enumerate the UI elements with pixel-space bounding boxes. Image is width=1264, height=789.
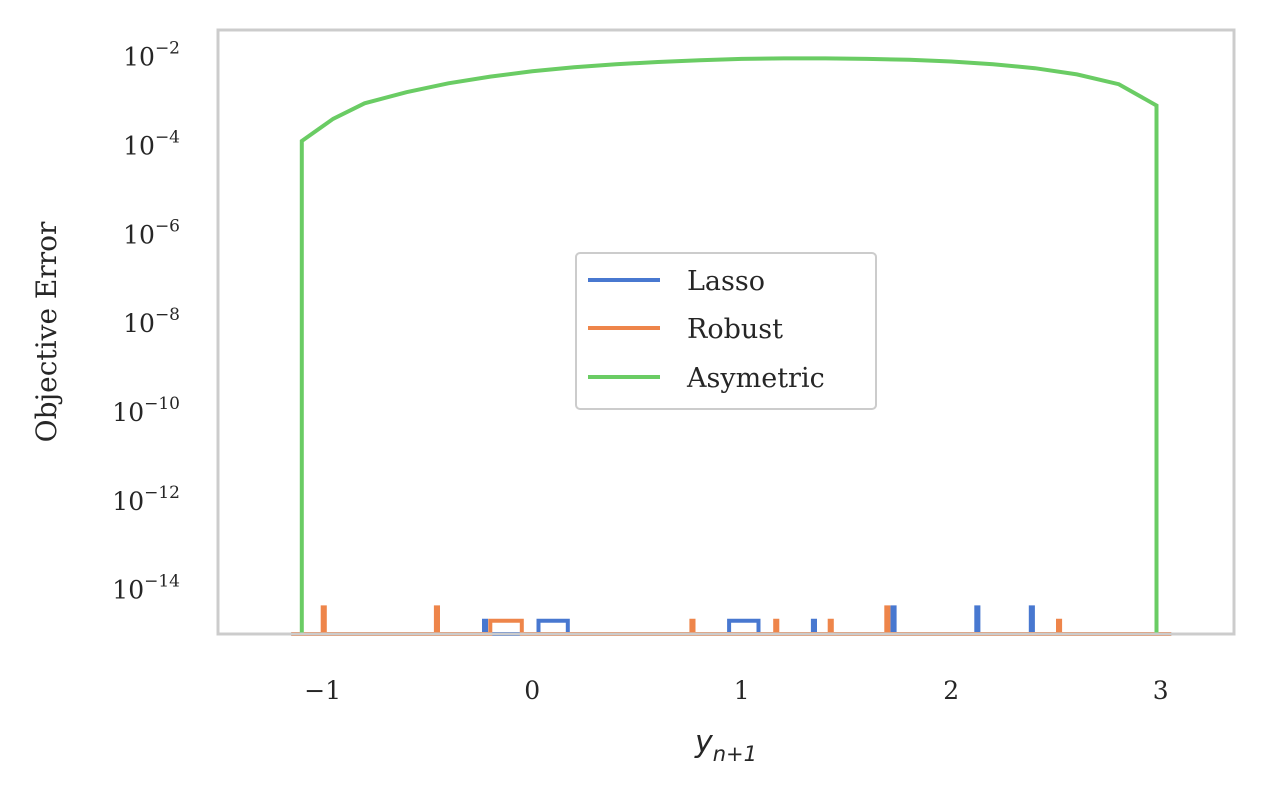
x-tick-labels: −1 0 1 2 3 <box>304 676 1168 705</box>
x-tick-label: 2 <box>943 676 959 705</box>
x-axis-label-sub: n+1 <box>713 742 757 766</box>
legend-label-lasso: Lasso <box>687 266 765 297</box>
plot-frame <box>216 28 1236 636</box>
y-tick-label: 10−10 <box>112 394 180 427</box>
series-line-asymetric <box>299 56 1159 634</box>
legend-label-robust: Robust <box>687 314 783 345</box>
x-axis-label: yn+1 <box>694 725 757 766</box>
x-axis-label-main: y <box>694 725 714 760</box>
y-tick-label: 10−8 <box>123 305 180 338</box>
y-tick-label: 10−2 <box>123 39 180 72</box>
x-tick-label: 0 <box>524 676 540 705</box>
y-tick-label: 10−12 <box>112 483 180 516</box>
y-tick-label: 10−14 <box>112 572 180 605</box>
legend: Lasso Robust Asymetric <box>575 252 877 410</box>
y-tick-label: 10−4 <box>123 128 180 161</box>
legend-box <box>575 252 877 410</box>
legend-label-asymetric: Asymetric <box>686 363 825 394</box>
y-tick-label: 10−6 <box>123 216 180 249</box>
y-axis-label: Objective Error <box>30 221 63 442</box>
series-line-lasso <box>291 605 1172 636</box>
x-tick-label: 3 <box>1153 676 1169 705</box>
x-tick-label: 1 <box>734 676 750 705</box>
y-tick-labels: 10−2 10−4 10−6 10−8 10−10 10−12 10−14 <box>112 39 180 605</box>
x-tick-label: −1 <box>304 676 341 705</box>
